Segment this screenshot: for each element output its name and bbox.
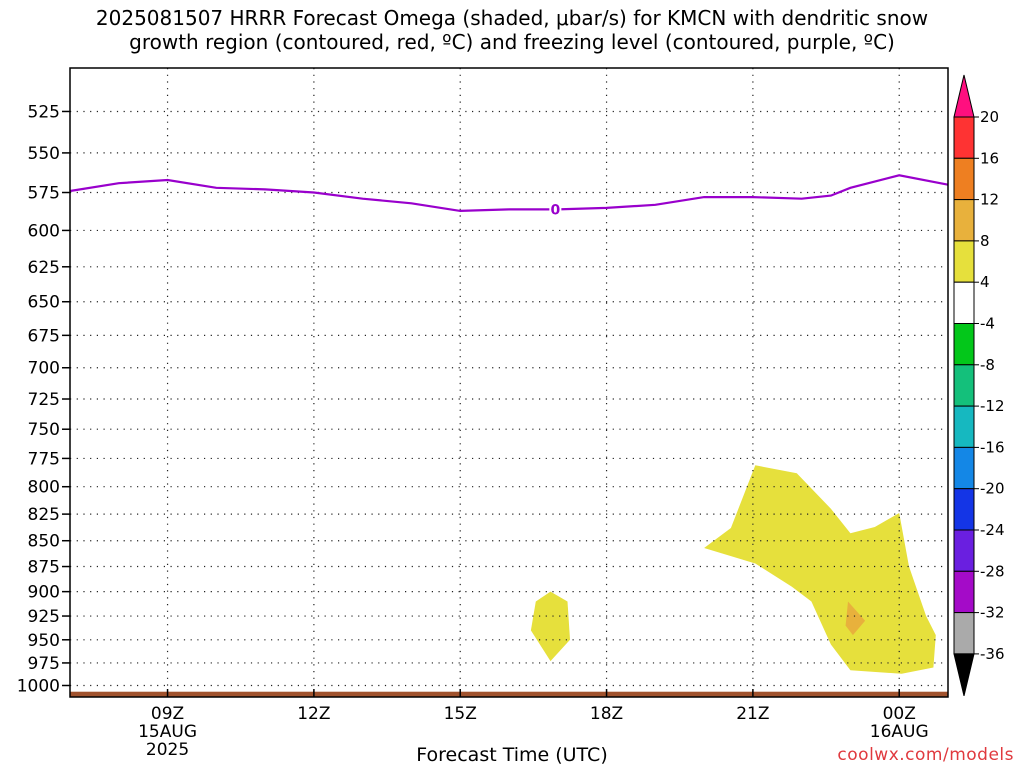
y-tick-label-1000: 1000: [17, 676, 60, 696]
x-tick-date-09Z: 15AUG: [138, 722, 197, 742]
omega-region-1: [704, 465, 936, 674]
colorbar-label-11: -28: [980, 562, 1005, 580]
colorbar-label-0: 20: [980, 108, 999, 126]
y-tick-label-650: 650: [28, 293, 60, 313]
y-tick-label-675: 675: [28, 326, 60, 346]
colorbar-segment-9: [953, 446, 975, 490]
colorbar-label-8: -16: [980, 438, 1005, 456]
colorbar-label-3: 8: [980, 232, 990, 250]
colorbar-segment-4: [953, 240, 975, 283]
y-tick-label-900: 900: [28, 583, 60, 603]
y-tick-label-800: 800: [28, 478, 60, 498]
omega-region-0: [530, 591, 570, 662]
freezing-level-label: 0: [550, 202, 560, 218]
y-tick-label-875: 875: [28, 558, 60, 578]
colorbar-segment-10: [953, 488, 975, 531]
x-tick-label-12Z: 12Z: [297, 704, 330, 724]
y-tick-label-750: 750: [28, 420, 60, 440]
colorbar-segment-1: [953, 116, 975, 159]
y-tick-label-775: 775: [28, 449, 60, 469]
y-tick-label-725: 725: [28, 390, 60, 410]
y-tick-label-925: 925: [28, 607, 60, 627]
colorbar-label-2: 12: [980, 191, 999, 209]
x-tick-label-09Z: 09Z: [151, 704, 184, 724]
ground-surface: [70, 691, 948, 697]
colorbar-label-13: -36: [980, 645, 1005, 663]
colorbar-segment-7: [953, 364, 975, 407]
chart-title: 2025081507 HRRR Forecast Omega (shaded, …: [0, 6, 1024, 54]
colorbar-label-9: -20: [980, 480, 1005, 498]
freezing-level-label-bg: [549, 200, 562, 219]
x-tick-date-00Z: 16AUG: [870, 722, 929, 742]
y-tick-label-850: 850: [28, 532, 60, 552]
y-tick-label-625: 625: [28, 258, 60, 278]
y-tick-label-550: 550: [28, 144, 60, 164]
y-tick-label-600: 600: [28, 221, 60, 241]
colorbar-segment-6: [953, 323, 975, 366]
colorbar-label-7: -12: [980, 397, 1005, 415]
x-tick-year-09Z: 2025: [146, 740, 189, 760]
colorbar-label-4: 4: [980, 273, 990, 291]
x-axis-label: Forecast Time (UTC): [416, 744, 608, 766]
y-tick-label-825: 825: [28, 505, 60, 525]
y-tick-label-525: 525: [28, 102, 60, 122]
colorbar-top-arrow: [953, 74, 975, 118]
omega-region-2: [845, 601, 866, 636]
x-tick-label-00Z: 00Z: [883, 704, 916, 724]
plot-frame: [69, 67, 949, 698]
freezing-level-line: [69, 174, 949, 213]
x-tick-label-15Z: 15Z: [444, 704, 477, 724]
colorbar-segment-13: [953, 612, 975, 655]
colorbar-label-5: -4: [980, 315, 995, 333]
y-tick-label-950: 950: [28, 631, 60, 651]
chart-title-line2: growth region (contoured, red, ºC) and f…: [129, 30, 895, 54]
chart-title-line1: 2025081507 HRRR Forecast Omega (shaded, …: [95, 6, 929, 30]
colorbar-label-1: 16: [980, 149, 999, 167]
colorbar-segment-2: [953, 157, 975, 201]
colorbar-label-12: -32: [980, 604, 1005, 622]
colorbar-segment-5: [953, 281, 975, 325]
y-tick-label-700: 700: [28, 359, 60, 379]
colorbar-segment-8: [953, 405, 975, 448]
x-tick-label-21Z: 21Z: [736, 704, 769, 724]
colorbar-label-6: -8: [980, 356, 995, 374]
colorbar-segment-3: [953, 199, 975, 242]
x-tick-label-18Z: 18Z: [590, 704, 623, 724]
colorbar-label-10: -24: [980, 521, 1005, 539]
y-tick-label-975: 975: [28, 654, 60, 674]
source-credit: coolwx.com/models: [837, 745, 1014, 765]
colorbar-segment-12: [953, 570, 975, 614]
y-tick-label-575: 575: [28, 184, 60, 204]
colorbar-bottom-arrow: [953, 653, 975, 697]
colorbar-segment-11: [953, 529, 975, 572]
